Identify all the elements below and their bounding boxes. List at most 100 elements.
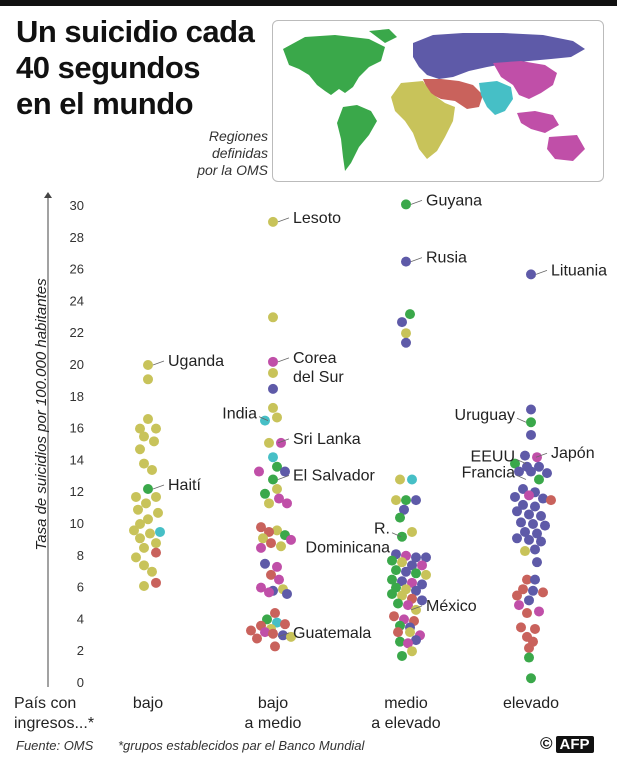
annotation-leader bbox=[277, 217, 290, 223]
source-note: Fuente: OMS bbox=[16, 738, 94, 753]
data-point bbox=[256, 542, 266, 553]
annotation-label: del Sur bbox=[293, 369, 344, 386]
map-note: Regiones definidas por la OMS bbox=[150, 128, 268, 179]
annotation: Corea del Sur bbox=[277, 350, 344, 386]
data-point bbox=[272, 412, 282, 423]
data-point bbox=[534, 461, 544, 472]
y-axis-arrow bbox=[44, 192, 52, 198]
data-point bbox=[268, 452, 278, 463]
x-axis-title: País con bbox=[14, 695, 76, 712]
y-tick-label: 10 bbox=[70, 516, 84, 531]
data-point bbox=[510, 458, 520, 469]
y-tick-label: 16 bbox=[70, 421, 84, 436]
data-point bbox=[411, 552, 421, 563]
income-categories: bajo bajo a medio medio a elevado elevado País… bbox=[14, 695, 559, 732]
annotation: El Salvador bbox=[277, 467, 375, 484]
data-point bbox=[147, 464, 157, 475]
data-point bbox=[395, 474, 405, 485]
data-point bbox=[518, 499, 528, 510]
data-point bbox=[397, 557, 407, 568]
annotation-leader bbox=[277, 475, 290, 480]
credit: © AFP bbox=[540, 734, 594, 754]
data-point bbox=[516, 517, 526, 528]
annotation-leader bbox=[516, 459, 527, 464]
data-point bbox=[522, 608, 532, 619]
annotation: Guyana bbox=[410, 192, 482, 209]
data-point bbox=[286, 631, 296, 642]
data-point bbox=[274, 493, 284, 504]
title-line-2: 40 segundos bbox=[16, 50, 201, 85]
data-point bbox=[526, 417, 536, 428]
data-point bbox=[526, 269, 536, 280]
data-point bbox=[280, 466, 290, 477]
map-note-line-2: definidas bbox=[211, 145, 268, 161]
data-point bbox=[411, 568, 421, 579]
annotation-label: México bbox=[426, 598, 477, 615]
annotation-leader bbox=[277, 632, 290, 638]
data-point bbox=[401, 495, 411, 506]
data-point bbox=[139, 458, 149, 469]
annotation-label: Haití bbox=[168, 477, 201, 494]
data-point bbox=[512, 590, 522, 601]
annotation: Lesoto bbox=[277, 210, 341, 227]
annotation: Uruguay bbox=[455, 407, 527, 424]
annotation-leader bbox=[277, 438, 290, 444]
data-point bbox=[268, 383, 278, 394]
footnote: *grupos establecidos par el Banco Mundia… bbox=[118, 738, 365, 753]
data-point bbox=[387, 555, 397, 566]
data-point bbox=[540, 520, 550, 531]
category-label: a elevado bbox=[371, 715, 440, 732]
data-point bbox=[534, 474, 544, 485]
data-point bbox=[149, 436, 159, 447]
data-point bbox=[262, 614, 272, 625]
data-point bbox=[528, 519, 538, 529]
data-point bbox=[532, 557, 542, 568]
annotation-leader bbox=[152, 484, 165, 490]
annotation: México bbox=[410, 598, 477, 615]
data-point bbox=[139, 431, 149, 442]
y-tick-label: 0 bbox=[77, 675, 84, 690]
data-point bbox=[395, 512, 405, 523]
top-bar bbox=[0, 0, 617, 6]
data-point bbox=[520, 546, 530, 557]
map-note-line-3: por la OMS bbox=[197, 162, 268, 178]
annotation-label: Sri Lanka bbox=[293, 431, 361, 448]
annotation: R. Dominicana bbox=[306, 521, 402, 557]
data-point bbox=[393, 627, 403, 638]
y-axis: Tasa de suicidios por 100.000 habitantes… bbox=[33, 192, 84, 690]
y-tick-label: 22 bbox=[70, 325, 84, 340]
data-point bbox=[282, 498, 292, 509]
data-point bbox=[268, 628, 278, 639]
data-point bbox=[526, 404, 536, 415]
data-point bbox=[403, 600, 413, 611]
data-point bbox=[272, 561, 282, 572]
chart-title: Un suicidio cada 40 segundos en el mundo bbox=[16, 14, 286, 122]
data-point bbox=[151, 538, 161, 549]
data-point bbox=[391, 565, 401, 576]
data-point bbox=[546, 495, 556, 506]
data-point bbox=[391, 495, 401, 506]
data-point bbox=[514, 600, 524, 611]
annotation-label: Rusia bbox=[426, 250, 467, 267]
data-point bbox=[151, 423, 161, 434]
copyright-symbol: © bbox=[540, 734, 553, 753]
data-point bbox=[272, 461, 282, 472]
data-point bbox=[260, 488, 270, 499]
data-point bbox=[147, 566, 157, 577]
y-tick-label: 30 bbox=[70, 198, 84, 213]
data-point bbox=[403, 638, 413, 649]
y-tick-label: 18 bbox=[70, 389, 84, 404]
data-point bbox=[270, 608, 280, 619]
annotation-leader bbox=[277, 357, 290, 363]
annotation-label: Uganda bbox=[168, 353, 224, 370]
data-point bbox=[260, 558, 270, 569]
data-point bbox=[264, 587, 274, 598]
data-point bbox=[272, 617, 282, 628]
data-point bbox=[417, 560, 427, 571]
data-point bbox=[530, 544, 540, 555]
data-point bbox=[131, 552, 141, 563]
data-point bbox=[520, 526, 530, 537]
data-point bbox=[538, 587, 548, 598]
data-point bbox=[256, 522, 266, 533]
